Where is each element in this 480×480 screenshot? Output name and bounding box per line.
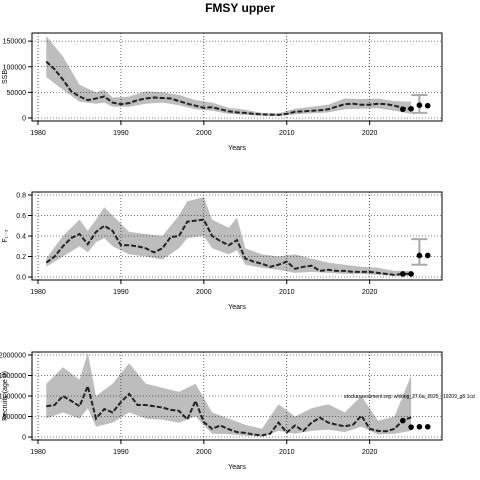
x-tick-label: 2010	[279, 449, 295, 456]
confidence-band	[46, 352, 412, 437]
panel-1	[28, 32, 443, 125]
chart-title: FMSY upper	[205, 1, 275, 15]
x-tick-label: 1990	[113, 289, 129, 296]
projection-point	[408, 271, 414, 277]
x-tick-label: 1980	[30, 289, 46, 296]
panel-2	[28, 191, 443, 284]
x-tick-label: 2020	[362, 130, 378, 137]
x-tick-label: 2010	[279, 289, 295, 296]
x-tick-label: 2000	[196, 130, 212, 137]
projection-point	[400, 271, 406, 277]
x-tick-label: 2020	[362, 449, 378, 456]
y-tick-label: 0.6	[16, 213, 26, 220]
y-tick-label: 0.8	[16, 193, 26, 200]
projection-point	[416, 252, 423, 259]
y-tick-label: 500000	[3, 414, 26, 421]
x-tick-label: 1980	[30, 130, 46, 137]
projection-point	[408, 424, 414, 430]
y-axis-label: SSB	[2, 70, 9, 84]
y-tick-label: 0	[22, 116, 26, 123]
confidence-band	[46, 197, 412, 276]
y-tick-label: 50000	[7, 90, 27, 97]
y-axis-label: F₁₋₃	[2, 229, 9, 242]
y-tick-label: 150000	[3, 39, 26, 46]
annotation-text: stockassessment.org: whiting_27.6a_2025_…	[344, 394, 475, 400]
x-tick-label: 1990	[113, 449, 129, 456]
projection-point	[408, 105, 414, 112]
x-axis-label: Years	[228, 464, 246, 471]
x-axis-label: Years	[228, 145, 246, 152]
median-line	[45, 60, 412, 116]
y-tick-label: 0	[22, 435, 26, 442]
projection-point	[400, 106, 406, 113]
y-tick-label: 0.2	[16, 254, 26, 261]
projection-point	[424, 423, 431, 430]
y-tick-label: 0.4	[16, 234, 26, 241]
x-tick-label: 1990	[113, 130, 129, 137]
y-tick-label: 1500000	[0, 373, 26, 380]
y-tick-label: 2000000	[0, 353, 26, 360]
y-axis-label: Recruits (age 0)	[2, 371, 9, 421]
x-tick-label: 2000	[196, 289, 212, 296]
plot-frame	[31, 32, 443, 122]
median-line	[46, 383, 412, 437]
y-tick-label: 0.0	[16, 275, 26, 282]
projection-point	[424, 252, 431, 259]
projection-point	[416, 102, 423, 108]
x-tick-label: 2020	[362, 289, 378, 296]
panel-3	[28, 351, 443, 444]
x-tick-label: 2010	[279, 130, 295, 137]
projection-point	[416, 423, 423, 430]
projection-point	[424, 102, 431, 109]
median-line	[45, 218, 412, 276]
projection-point	[400, 417, 406, 424]
x-axis-label: Years	[228, 304, 246, 311]
x-tick-label: 1980	[30, 449, 46, 456]
x-tick-label: 2000	[196, 449, 212, 456]
confidence-band	[46, 36, 412, 116]
y-tick-label: 100000	[3, 64, 26, 71]
y-tick-label: 1000000	[0, 394, 26, 401]
